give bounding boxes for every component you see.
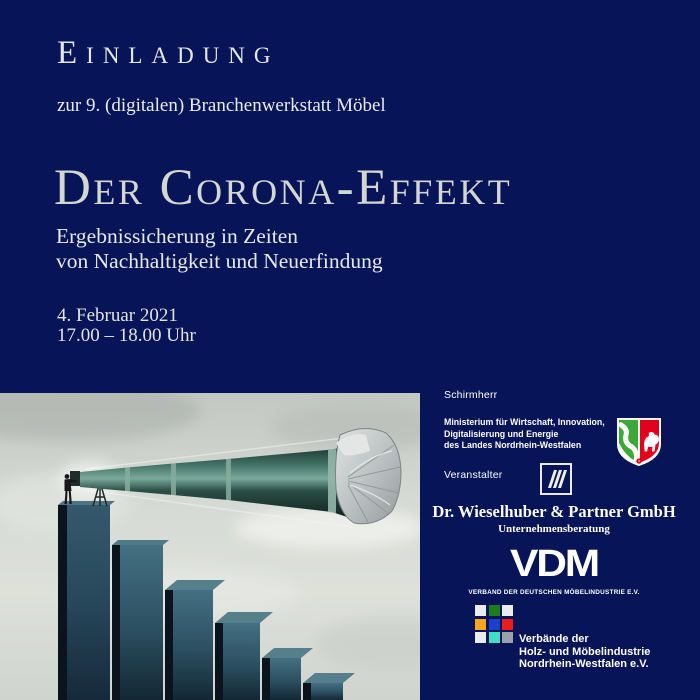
kicker-einladung: Einladung [57,35,280,71]
page-title: Der Corona-Effekt [54,160,513,216]
patron-line-3: des Landes Nordrhein-Westfalen [444,440,582,450]
bar-3 [165,580,225,700]
bar-4 [215,612,273,700]
verbaende-line-1: Verbände der [519,633,589,645]
bar-5 [262,648,313,700]
bar-6 [303,673,355,700]
vdm-logo: VDM [510,543,600,585]
verbaende-logo: Verbände der Holz- und Möbelindustrie No… [475,605,650,671]
verbaende-grid-icon [475,605,513,643]
intro-line: zur 9. (digitalen) Branchenwerkstatt Möb… [57,95,386,116]
organizer-label: Veranstalter [444,469,503,481]
organizer-name: Dr. Wieselhuber & Partner GmbH [432,502,676,521]
keyvisual-illustration [0,393,420,700]
patron-name: Ministerium für Wirtschaft, Innovation, … [444,417,619,452]
businessman-figure [64,474,77,504]
bar-chart-declining [58,501,355,700]
date-line: 4. Februar 2021 [57,305,178,326]
face-mask [335,428,402,525]
telescope-eyepiece [70,471,80,486]
patron-line-1: Ministerium für Wirtschaft, Innovation, [444,417,605,427]
verbaende-line-3: Nordrhein-Westfalen e.V. [519,658,649,670]
subtitle-line-1: Ergebnissicherung in Zeiten [56,224,299,248]
bar-2 [112,540,169,700]
telescope [70,440,362,524]
verbaende-line-2: Holz- und Möbelindustrie [519,645,651,658]
bar-1 [58,501,115,700]
vdm-caption: VERBAND DER DEUTSCHEN MÖBELINDUSTRIE E.V… [468,589,640,596]
wp-logo-icon [540,463,572,500]
event-date: 4. Februar 2021 17.00 – 18.00 Uhr [57,306,196,346]
keyvisual-telescope-barchart [0,393,420,700]
time-line: 17.00 – 18.00 Uhr [57,325,196,346]
verbaende-name: Verbände der Holz- und Möbelindustrie No… [519,633,650,671]
patron-label: Schirmherr [444,389,498,401]
subtitle-line-2: von Nachhaltigkeit und Neuerfindung [56,249,383,273]
telescope-ghost-lines [85,436,353,528]
patron-line-2: Digitalisierung und Energie [444,428,559,439]
subtitle: Ergebnissicherung in Zeiten von Nachhalt… [56,224,383,274]
nrw-coat-of-arms-icon [616,417,662,472]
organizer-subtitle: Unternehmensberatung [498,523,610,535]
